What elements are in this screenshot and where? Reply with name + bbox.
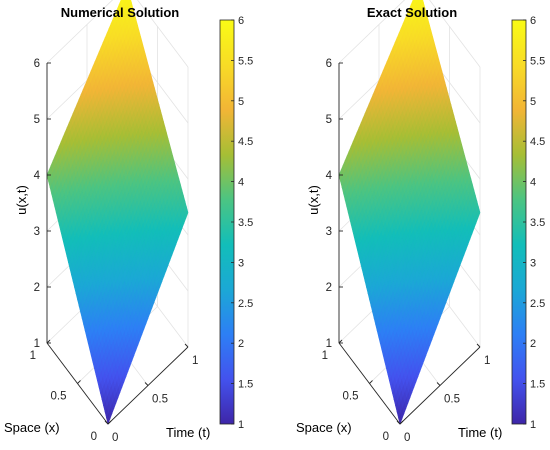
z-tick-label: 3 — [34, 226, 40, 238]
z-tick-label: 2 — [34, 282, 40, 294]
x-tick-label: 1 — [322, 350, 328, 362]
z-tick-label: 2 — [326, 282, 332, 294]
plot-title: Exact Solution — [367, 5, 457, 20]
colorbar-tick-label: 4 — [530, 177, 536, 189]
z-tick-label: 6 — [34, 58, 40, 70]
colorbar-tick-label: 4 — [238, 177, 244, 189]
x-tick-label: 0.5 — [343, 391, 359, 403]
exact-solution-plot: 1 2 3 4 5 6 0 0.5 1 0 0.5 1 Exact Solution u(x,t) S… — [296, 0, 545, 444]
x-tick — [107, 420, 112, 425]
x-tick — [46, 339, 51, 344]
plot-title: Numerical Solution — [61, 5, 180, 20]
t-tick — [436, 382, 441, 386]
t-tick — [104, 420, 109, 425]
t-tick — [144, 382, 149, 386]
colorbar: 1 1.5 2 2.5 3 3.5 4 4.5 5 5.5 6 — [511, 15, 545, 431]
colorbar-tick-label: 2 — [238, 338, 244, 350]
t-tick-label: 0 — [404, 432, 410, 444]
surface — [46, 0, 189, 426]
z-tick-label: 4 — [34, 170, 41, 182]
colorbar-tick-label: 5.5 — [238, 55, 253, 67]
x-tick-label: 0 — [91, 431, 97, 443]
colorbar-tick-label: 3 — [530, 257, 536, 269]
z-tick-label: 5 — [326, 114, 332, 126]
t-tick-label: 1 — [192, 355, 198, 367]
t-tick-label: 1 — [484, 355, 490, 367]
surface-cell — [419, 0, 422, 4]
colorbar-tick-label: 3.5 — [530, 217, 545, 229]
colorbar-tick-label: 6 — [530, 15, 536, 27]
x-axis-label: Space (x) — [4, 420, 60, 435]
colorbar-tick-label: 3 — [238, 257, 244, 269]
z-tick-label: 5 — [34, 114, 40, 126]
colorbar-tick-label: 1.5 — [238, 379, 253, 391]
colorbar-tick-label: 5 — [530, 96, 536, 108]
colorbar-tick-label: 5.5 — [530, 55, 545, 67]
x-tick — [77, 380, 81, 384]
x-tick-label: 1 — [30, 350, 36, 362]
colorbar: 1 1.5 2 2.5 3 3.5 4 4.5 5 5.5 6 — [219, 15, 253, 431]
t-tick — [396, 420, 401, 425]
z-tick-label: 1 — [34, 338, 40, 350]
surface-cell — [124, 0, 129, 8]
surface — [338, 0, 481, 426]
surface-cell — [127, 0, 132, 9]
colorbar-tick-label: 5 — [238, 96, 244, 108]
z-tick-label: 6 — [326, 58, 332, 70]
colorbar-tick-label: 1.5 — [530, 379, 545, 391]
z-tick-label: 3 — [326, 226, 332, 238]
t-tick-label: 0 — [112, 432, 118, 444]
surface-cell — [412, 0, 417, 7]
colorbar-tick-label: 2 — [530, 338, 536, 350]
t-tick — [476, 343, 481, 348]
colorbar-tick-label: 3.5 — [238, 217, 253, 229]
x-axis-label: Space (x) — [296, 420, 352, 435]
surface-cell — [120, 0, 125, 7]
surface-cell — [127, 0, 130, 4]
x-tick-label: 0.5 — [51, 391, 67, 403]
x-tick — [399, 420, 404, 425]
numerical-solution-plot: 1 2 3 4 5 6 0 0.5 1 0 0.5 1 Numerical Solution u(x,… — [4, 0, 253, 444]
surface-cell — [416, 0, 421, 8]
colorbar-tick-label: 4.5 — [530, 136, 545, 148]
t-tick-label: 0.5 — [444, 394, 460, 406]
t-axis-label: Time (t) — [458, 425, 502, 440]
x-tick-label: 0 — [383, 431, 389, 443]
colorbar-tick-label: 4.5 — [238, 136, 253, 148]
z-tick-label: 4 — [326, 170, 333, 182]
surface-cell — [123, 0, 126, 3]
z-axis-label: u(x,t) — [306, 185, 321, 215]
colorbar-tick-label: 1 — [238, 419, 244, 431]
colorbar-tick-label: 6 — [238, 15, 244, 27]
colorbar-tick-label: 2.5 — [238, 298, 253, 310]
surface-cell — [419, 0, 424, 9]
surface-cell — [415, 0, 418, 3]
z-tick-label: 1 — [326, 338, 332, 350]
t-tick — [184, 343, 189, 348]
x-tick — [338, 339, 343, 344]
z-axis-label: u(x,t) — [14, 185, 29, 215]
t-axis-label: Time (t) — [166, 425, 210, 440]
colorbar-tick-label: 2.5 — [530, 298, 545, 310]
x-tick — [369, 380, 373, 384]
t-tick-label: 0.5 — [152, 394, 168, 406]
colorbar-tick-label: 1 — [530, 419, 536, 431]
